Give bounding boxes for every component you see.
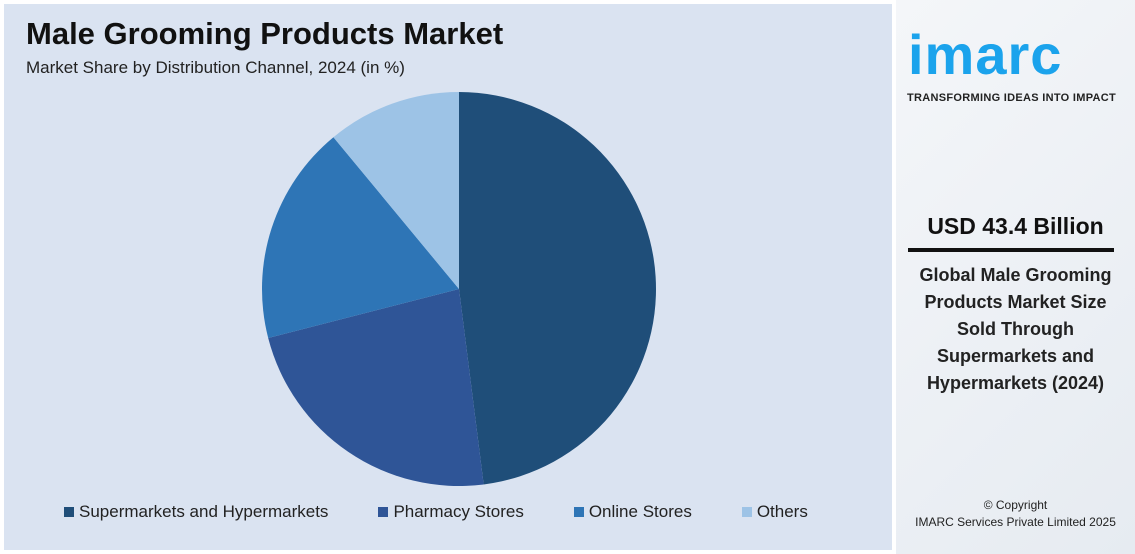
legend-item: Others [741,502,808,522]
copyright-label: © Copyright [983,498,1048,512]
legend-item: Supermarkets and Hypermarkets [64,502,328,522]
legend-swatch [573,507,584,517]
legend-item: Online Stores [573,502,692,522]
value-description: Global Male Grooming Products Market Siz… [919,265,1112,393]
pie-slice-supermarkets-and-hypermarkets [459,92,656,485]
legend-swatch [378,507,389,517]
sidebar: imarc TRANSFORMING IDEAS INTO IMPACT USD… [896,0,1135,554]
tagline: TRANSFORMING IDEAS INTO IMPACT [907,92,1117,104]
pie-slice-pharmacy-stores [268,289,484,486]
copyright: © Copyright IMARC Services Private Limite… [896,497,1135,531]
chart-panel: Male Grooming Products Market Market Sha… [4,4,892,550]
legend-label: Pharmacy Stores [393,502,524,521]
market-value: USD 43.4 Billion [927,213,1104,239]
legend-swatch [64,507,74,517]
legend-swatch [741,507,752,517]
company-name: IMARC Services Private Limited 2025 [915,515,1116,529]
pie-slice-online-stores [262,137,459,338]
legend-label: Others [756,502,808,521]
pie-slice-others [333,92,459,289]
imarc-logo: imarc [908,26,1063,84]
legend-label: Online Stores [588,502,692,521]
chart-title: Male Grooming Products Market [26,16,504,51]
chart-subtitle: Market Share by Distribution Channel, 20… [26,58,405,77]
legend-item: Pharmacy Stores [378,502,524,522]
legend: Supermarkets and Hypermarkets Pharmacy St… [64,502,858,522]
legend-label: Supermarkets and Hypermarkets [79,502,329,521]
pie-chart [262,92,656,486]
divider [908,248,1114,252]
